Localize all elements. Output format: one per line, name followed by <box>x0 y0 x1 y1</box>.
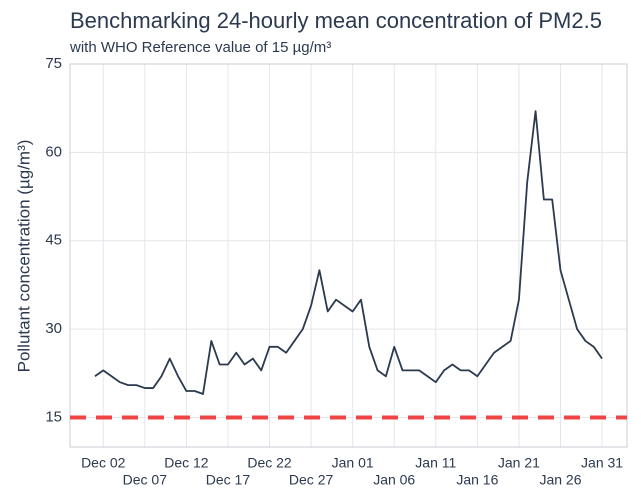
x-tick-label: Dec 17 <box>206 472 251 488</box>
y-tick-label: 15 <box>45 409 62 426</box>
y-tick-label: 75 <box>45 55 62 72</box>
x-tick-label: Jan 11 <box>415 455 456 471</box>
y-axis-title: Pollutant concentration (µg/m³) <box>14 140 33 373</box>
x-tick-label: Jan 06 <box>373 472 415 488</box>
x-tick-label: Dec 02 <box>81 455 126 471</box>
x-tick-label: Dec 27 <box>289 472 334 488</box>
x-tick-label: Jan 26 <box>539 472 581 488</box>
chart-subtitle: with WHO Reference value of 15 µg/m³ <box>69 39 331 56</box>
x-tick-label: Jan 21 <box>498 455 540 471</box>
y-tick-label: 60 <box>45 143 62 160</box>
x-tick-label: Dec 12 <box>164 455 209 471</box>
x-tick-label: Dec 07 <box>123 472 168 488</box>
plot-border <box>69 63 628 448</box>
data-line <box>94 110 603 395</box>
x-tick-label: Jan 31 <box>581 455 623 471</box>
x-tick-label: Jan 16 <box>456 472 498 488</box>
chart-title: Benchmarking 24-hourly mean concentratio… <box>70 8 602 33</box>
y-tick-label: 45 <box>45 232 62 249</box>
x-tick-label: Jan 01 <box>332 455 374 471</box>
y-tick-label: 30 <box>45 320 62 337</box>
x-tick-label: Dec 22 <box>247 455 292 471</box>
